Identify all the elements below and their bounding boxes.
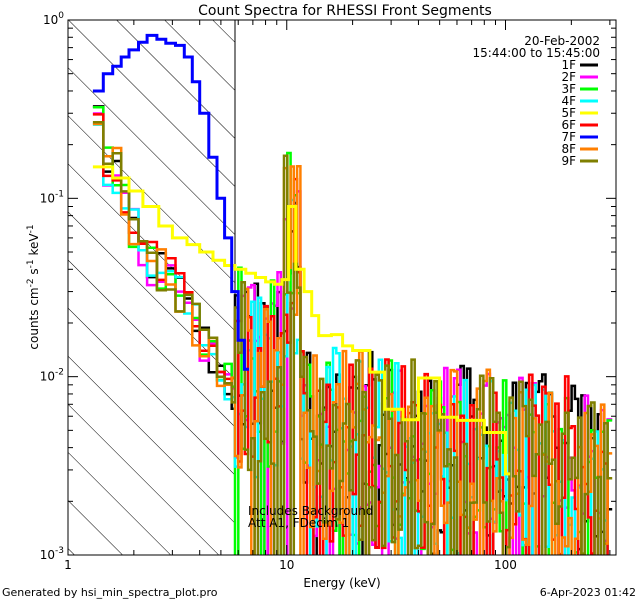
y-tick-label: 10-2 xyxy=(40,368,64,384)
series-line-5F xyxy=(92,165,511,476)
y-tick-label: 10-3 xyxy=(40,546,64,562)
background-annotation: Includes Background xyxy=(248,504,373,518)
y-tick-label: 100 xyxy=(43,11,64,27)
legend-label-5F: 5F xyxy=(561,106,576,120)
legend-label-8F: 8F xyxy=(561,142,576,156)
x-tick-label: 1 xyxy=(64,558,72,572)
series-line-9F xyxy=(92,121,613,555)
legend-label-4F: 4F xyxy=(561,94,576,108)
attenuator-annotation: Att A1, FDecim 1 xyxy=(248,516,349,530)
legend-label-9F: 9F xyxy=(561,154,576,168)
legend-label-1F: 1F xyxy=(561,58,576,72)
legend-label-6F: 6F xyxy=(561,118,576,132)
time-range-label: 15:44:00 to 15:45:00 xyxy=(473,46,600,60)
hatched-region xyxy=(68,20,235,555)
footer-generated-by: Generated by hsi_min_spectra_plot.pro xyxy=(2,586,218,599)
x-tick-label: 100 xyxy=(494,558,517,572)
y-tick-label: 10-1 xyxy=(40,189,64,205)
chart-title: Count Spectra for RHESSI Front Segments xyxy=(198,3,492,19)
date-label: 20-Feb-2002 xyxy=(524,34,600,48)
legend-label-7F: 7F xyxy=(561,130,576,144)
footer-timestamp: 6-Apr-2023 01:42 xyxy=(540,586,636,599)
legend-label-3F: 3F xyxy=(561,82,576,96)
x-tick-label: 10 xyxy=(279,558,294,572)
legend-label-2F: 2F xyxy=(561,70,576,84)
series-line-7F xyxy=(92,33,249,371)
y-axis-label: counts cm-2 s-1 keV-1 xyxy=(26,224,41,349)
x-axis-label: Energy (keV) xyxy=(303,576,380,590)
plot-frame xyxy=(67,19,617,556)
